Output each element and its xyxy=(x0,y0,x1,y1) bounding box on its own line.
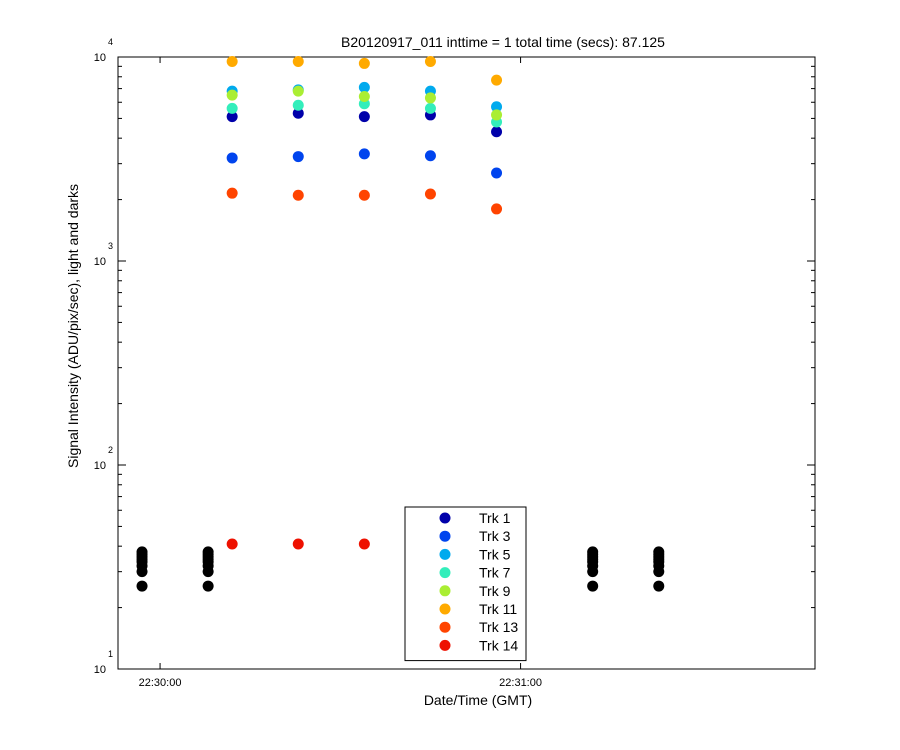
y-tick-label: 104 xyxy=(94,37,113,64)
series-point xyxy=(358,111,370,123)
y-tick-base: 10 xyxy=(94,52,106,64)
y-tick-exponent: 3 xyxy=(108,241,113,251)
y-tick-exponent: 2 xyxy=(108,445,113,455)
series-point xyxy=(292,151,304,163)
series-point xyxy=(226,152,238,164)
dark-point xyxy=(653,546,665,558)
series-point xyxy=(424,102,436,114)
x-axis-label: Date/Time (GMT) xyxy=(424,692,532,708)
x-tick-label: 22:30:00 xyxy=(139,677,182,689)
y-tick-label: 102 xyxy=(94,445,113,472)
legend-label: Trk 14 xyxy=(479,637,518,653)
legend-label: Trk 5 xyxy=(479,546,511,562)
x-tick-labels: 22:30:00 22:31:00 xyxy=(139,677,542,689)
legend-label: Trk 11 xyxy=(479,601,517,617)
y-tick-label: 103 xyxy=(94,241,113,268)
series-point xyxy=(491,109,503,121)
series-point xyxy=(292,56,304,68)
data-points xyxy=(136,56,665,592)
legend-entry: Trk 3 xyxy=(439,528,511,544)
series-point xyxy=(358,57,370,69)
series-point xyxy=(226,187,238,199)
series-point xyxy=(424,150,436,162)
y-tick-label: 101 xyxy=(94,649,113,676)
legend-label: Trk 1 xyxy=(479,510,511,526)
series-point xyxy=(491,167,503,179)
legend-marker xyxy=(439,530,451,542)
y-tick-base: 10 xyxy=(94,256,106,268)
chart-title: B20120917_011 inttime = 1 total time (se… xyxy=(341,34,665,50)
series-point xyxy=(226,538,238,550)
series-point xyxy=(424,92,436,104)
legend-marker xyxy=(439,548,451,560)
legend-marker xyxy=(439,512,451,524)
dark-point xyxy=(202,546,214,558)
series-point xyxy=(358,538,370,550)
series-point xyxy=(292,107,304,119)
series-point xyxy=(358,81,370,93)
legend: Trk 1 Trk 3 Trk 5 Trk 7 Trk 9 Trk 11 Trk 13 Trk… xyxy=(404,506,527,662)
dark-point xyxy=(653,580,665,592)
dark-point xyxy=(136,580,148,592)
series-point xyxy=(226,102,238,114)
legend-marker xyxy=(439,639,451,651)
y-tick-exponent: 1 xyxy=(108,649,113,659)
series-point xyxy=(491,126,503,138)
legend-entry: Trk 9 xyxy=(439,583,511,599)
legend-label: Trk 13 xyxy=(479,619,518,635)
series-point xyxy=(226,111,238,123)
legend-box xyxy=(404,506,527,662)
series-point xyxy=(226,56,238,68)
dark-point xyxy=(587,546,599,558)
series-point xyxy=(424,188,436,200)
legend-marker xyxy=(439,585,451,597)
series-point xyxy=(491,101,503,113)
legend-marker xyxy=(439,603,451,615)
y-tick-base: 10 xyxy=(94,460,106,472)
legend-entry: Trk 1 xyxy=(439,510,511,526)
series-point xyxy=(292,85,304,97)
y-tick-base: 10 xyxy=(94,664,106,676)
legend-entry: Trk 14 xyxy=(439,637,518,653)
series-point xyxy=(292,189,304,201)
series-point xyxy=(424,56,436,68)
x-tick-label: 22:31:00 xyxy=(499,677,542,689)
y-axis-label: Signal Intensity (ADU/pix/sec), light an… xyxy=(65,184,81,468)
legend-marker xyxy=(439,621,451,633)
legend-entry: Trk 11 xyxy=(439,601,517,617)
series-point xyxy=(292,538,304,550)
series-point xyxy=(358,189,370,201)
y-tick-exponent: 4 xyxy=(108,37,113,47)
dark-point xyxy=(587,580,599,592)
dark-point xyxy=(136,546,148,558)
series-point xyxy=(292,99,304,111)
series-point xyxy=(226,89,238,101)
legend-marker xyxy=(439,567,451,579)
legend-entry: Trk 13 xyxy=(439,619,518,635)
series-point xyxy=(358,148,370,160)
axis-ticks xyxy=(118,57,815,670)
legend-entry: Trk 7 xyxy=(439,565,511,581)
series-point xyxy=(358,91,370,103)
legend-label: Trk 9 xyxy=(479,583,511,599)
legend-entry: Trk 5 xyxy=(439,546,511,562)
series-point xyxy=(491,203,503,215)
legend-label: Trk 3 xyxy=(479,528,511,544)
series-point xyxy=(491,74,503,86)
dark-point xyxy=(202,580,214,592)
legend-label: Trk 7 xyxy=(479,565,511,581)
